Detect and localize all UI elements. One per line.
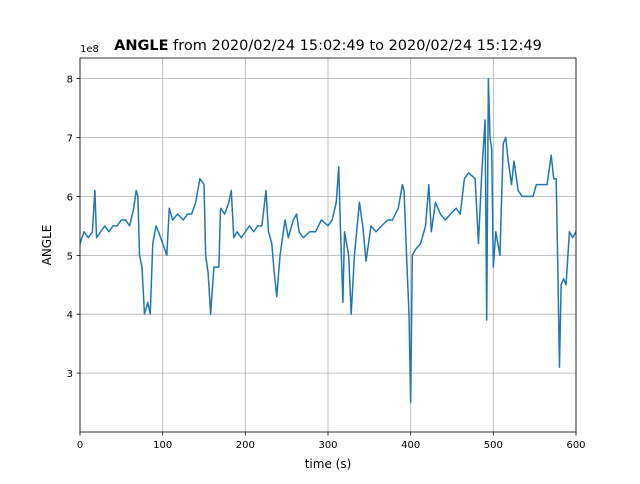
y-tick-label: 5 (67, 251, 73, 262)
y-tick-label: 6 (67, 192, 73, 203)
x-tick-label: 400 (401, 440, 420, 451)
chart-title: ANGLE from 2020/02/24 15:02:49 to 2020/0… (114, 38, 542, 54)
title-rest: from 2020/02/24 15:02:49 to 2020/02/24 1… (173, 38, 542, 54)
x-tick-label: 600 (566, 440, 585, 451)
y-tick-label: 4 (67, 310, 73, 321)
y-axis-label: ANGLE (40, 225, 54, 266)
x-tick-label: 500 (484, 440, 503, 451)
title-bold: ANGLE (114, 38, 168, 54)
y-tick-label: 8 (67, 75, 73, 86)
x-axis-label: time (s) (305, 457, 352, 471)
y-tick-label: 3 (67, 369, 73, 380)
x-tick-label: 200 (236, 440, 255, 451)
offset-label: 1e8 (80, 44, 99, 55)
plot-frame (79, 57, 577, 433)
series-line (80, 77, 576, 404)
y-tick-label: 7 (67, 134, 73, 145)
x-tick-label: 100 (153, 440, 172, 451)
x-tick-label: 300 (318, 440, 337, 451)
x-tick-label: 0 (77, 440, 83, 451)
